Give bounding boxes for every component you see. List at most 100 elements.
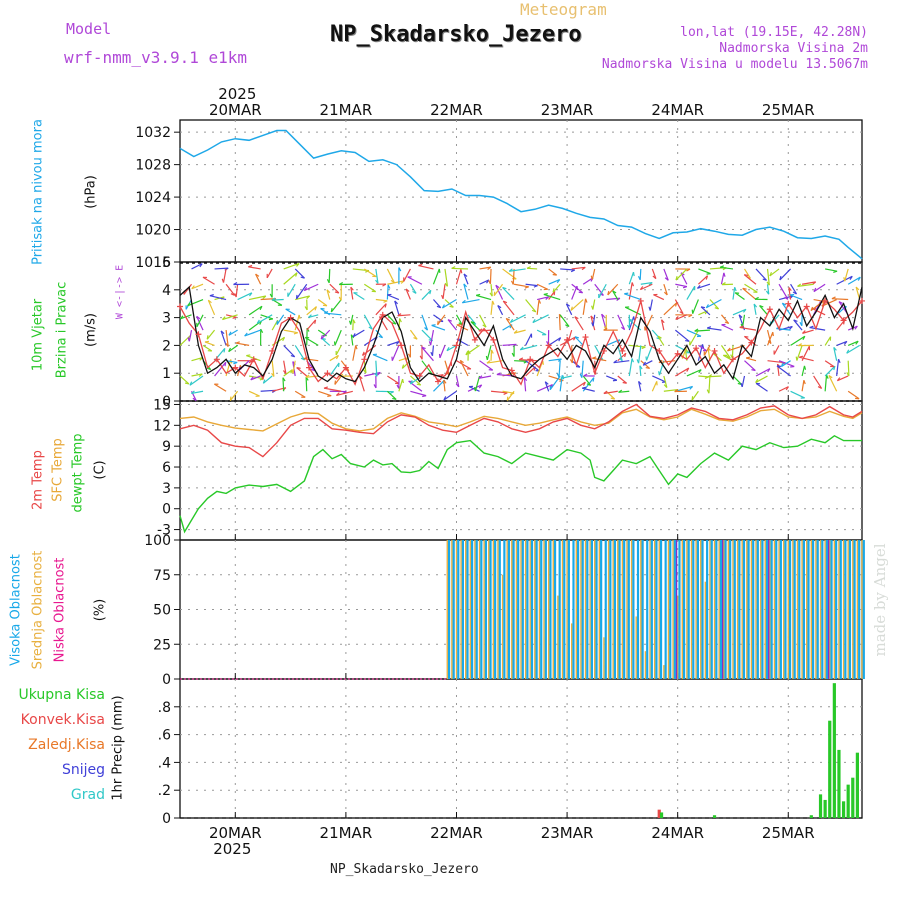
wind-arrow-head — [478, 384, 483, 389]
wind-arrow-head — [631, 282, 635, 287]
wind-arrow-head — [549, 385, 552, 390]
wind-arrow-head — [505, 317, 511, 321]
wind-arrow-head — [793, 319, 798, 322]
wind-arrow — [317, 299, 328, 307]
wind-arrow — [766, 329, 772, 344]
wind-gust-marker — [306, 364, 313, 371]
wind-arrow — [790, 283, 798, 295]
wind-arrow-head — [565, 324, 570, 328]
wind-arrow — [548, 290, 556, 300]
wind-arrow — [824, 360, 835, 368]
wind-arrow — [675, 268, 688, 281]
wind-arrow — [649, 299, 653, 311]
wind-arrow-head — [421, 346, 426, 350]
wind-gust-marker — [453, 342, 460, 349]
panel-frame-precip — [179, 678, 863, 819]
wind-arrow-head — [198, 373, 203, 377]
wind-arrow — [446, 344, 457, 352]
wind-arrow — [328, 268, 331, 283]
wind-arrow — [456, 324, 469, 331]
wind-arrow-head — [305, 374, 310, 378]
wind-arrow — [675, 283, 688, 288]
wind-arrow — [658, 360, 665, 376]
wind-arrow — [276, 314, 285, 325]
wind-arrow — [248, 266, 261, 270]
wind-gust-marker — [637, 297, 644, 304]
wind-arrow-head — [531, 309, 537, 313]
legend-frozen-rain: Zaledj.Kisa — [28, 737, 105, 753]
wind-arrow-head — [645, 366, 650, 370]
wind-arrow — [606, 375, 618, 381]
wind-arrow — [294, 268, 305, 279]
wind-arrow-head — [447, 319, 452, 322]
wind-arrow-head — [306, 295, 311, 300]
wind-arrow-head — [833, 270, 838, 274]
wind-arrow — [796, 345, 803, 361]
wind-arrow-head — [803, 380, 806, 385]
wind-arrow — [571, 381, 586, 392]
wind-arrow-head — [569, 359, 573, 364]
wind-arrow-head — [538, 299, 542, 304]
wind-arrow — [418, 264, 434, 270]
wind-arrow — [582, 277, 594, 285]
wind-arrow — [320, 329, 331, 340]
wind-arrow-head — [187, 302, 191, 307]
wind-arrow-head — [382, 283, 387, 287]
wind-arrow-head — [296, 367, 301, 369]
ytick-label-cloud-4: 100 — [144, 533, 171, 549]
wind-arrow-head — [578, 291, 583, 294]
wind-arrow — [559, 314, 570, 327]
wind-arrow-head — [399, 318, 402, 323]
wind-arrow-head — [618, 389, 623, 393]
wind-arrow-head — [324, 310, 329, 314]
wind-arrow-head — [542, 360, 544, 365]
wind-arrow-head — [506, 396, 509, 401]
wind-arrow — [214, 361, 227, 377]
wind-arrow-head — [352, 333, 356, 338]
wind-arrow — [183, 283, 193, 295]
wind-arrow — [653, 294, 665, 301]
wind-arrow — [790, 335, 806, 346]
wind-arrow — [809, 326, 826, 331]
wind-arrow-head — [621, 326, 625, 331]
wind-arrow-head — [552, 273, 557, 276]
day-label-top-0: 20MAR — [209, 101, 262, 119]
wind-arrow — [196, 316, 204, 331]
wind-arrow-head — [837, 358, 841, 364]
wind-arrow-head — [846, 349, 850, 354]
wind-arrow-head — [698, 369, 702, 374]
wind-gust-marker — [361, 356, 368, 363]
wind-arrow-head — [470, 321, 475, 324]
wind-arrow-head — [586, 383, 591, 386]
wind-gust-marker — [545, 342, 552, 349]
wind-arrow-head — [766, 281, 770, 286]
wind-arrow-head — [320, 335, 323, 340]
wind-arrow — [391, 345, 400, 361]
wind-arrow-head — [780, 362, 784, 367]
wind-arrow — [734, 292, 745, 301]
wind-arrow — [352, 345, 357, 361]
ytick-label-cloud-0: 0 — [162, 672, 171, 688]
wind-arrow-head — [387, 284, 391, 289]
wind-arrow-head — [633, 316, 636, 321]
wind-arrow — [502, 300, 515, 316]
wind-arrow — [847, 276, 861, 285]
wind-arrow-head — [674, 302, 678, 307]
wind-arrow — [847, 390, 860, 400]
wind-arrow — [394, 300, 400, 315]
wind-gust-marker — [785, 300, 792, 307]
wind-arrow-head — [488, 280, 491, 285]
wind-arrow-head — [300, 357, 305, 361]
wind-arrow-head — [206, 367, 211, 371]
wind-arrow-head — [463, 283, 468, 288]
wind-arrow — [674, 299, 684, 315]
wind-arrow-head — [833, 365, 836, 371]
wind-arrow-head — [685, 339, 690, 342]
precip-bar-9 — [841, 801, 846, 818]
wind-arrow-head — [639, 365, 643, 370]
wind-arrow-head — [459, 359, 464, 364]
wind-arrow — [225, 283, 236, 296]
wind-arrow-head — [518, 357, 524, 361]
wind-arrow — [295, 295, 310, 301]
wind-arrow-head — [574, 316, 579, 320]
